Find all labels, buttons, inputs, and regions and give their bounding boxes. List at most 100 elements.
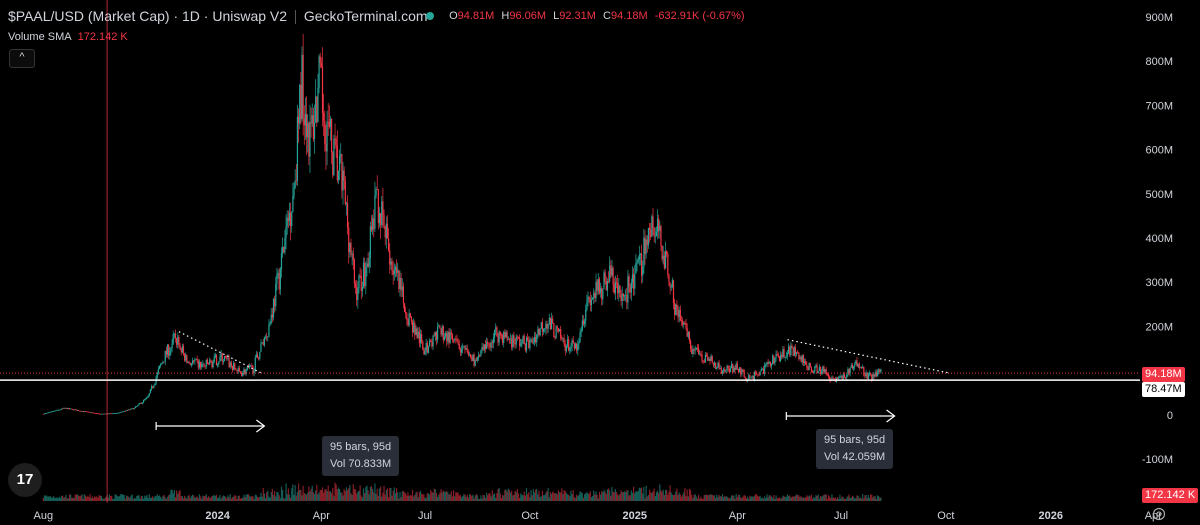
candle-body xyxy=(640,253,643,276)
candle-body xyxy=(497,336,499,343)
volume-bar xyxy=(274,491,276,501)
volume-bar xyxy=(215,494,218,501)
candle-body xyxy=(851,364,854,369)
volume-bar xyxy=(296,491,299,501)
volume-bar xyxy=(395,488,398,501)
candle-body xyxy=(674,303,676,315)
volume-bar xyxy=(770,496,773,501)
volume-bar xyxy=(54,497,56,501)
candle-body xyxy=(708,358,710,361)
candle-body xyxy=(617,283,619,294)
measure-arrow-head-1 xyxy=(256,419,266,433)
candle-body xyxy=(274,298,276,307)
volume-bar xyxy=(235,495,237,501)
volume-bar xyxy=(520,493,522,501)
candle-body xyxy=(156,372,158,378)
volume-bar xyxy=(254,494,256,501)
volume-bar xyxy=(628,495,630,501)
candle-body xyxy=(268,324,270,337)
volume-bar xyxy=(339,489,341,501)
volume-bar xyxy=(397,492,399,501)
candle-body xyxy=(289,212,292,227)
volume-bar xyxy=(162,495,164,501)
candle-body xyxy=(739,367,741,373)
volume-bar xyxy=(365,487,367,501)
volume-bar xyxy=(414,495,416,501)
candle-body xyxy=(179,345,181,349)
candle-body xyxy=(466,348,468,353)
candle-body xyxy=(266,336,268,338)
tradingview-logo-icon[interactable]: 17 xyxy=(8,463,42,497)
candle-body xyxy=(132,408,134,410)
volume-bar xyxy=(346,489,349,501)
candle-body xyxy=(262,342,264,345)
candle-body xyxy=(456,339,458,341)
volume-bar xyxy=(60,495,63,501)
candle-body xyxy=(295,180,297,182)
candle-body xyxy=(744,377,746,379)
candle-body xyxy=(305,114,308,138)
candle-body xyxy=(515,336,517,345)
volume-bar xyxy=(360,495,362,501)
volume-bar xyxy=(697,494,700,501)
candle-body xyxy=(498,331,500,343)
volume-bar xyxy=(115,494,117,501)
candle-body xyxy=(459,349,461,353)
volume-bar xyxy=(685,496,687,501)
candle-body xyxy=(172,334,174,344)
volume-bar xyxy=(104,498,106,501)
candle-body xyxy=(413,322,415,333)
volume-bar xyxy=(686,489,688,501)
candle-body xyxy=(142,399,145,403)
candle-body xyxy=(367,263,369,267)
volume-bar xyxy=(629,495,631,501)
collapse-legend-button[interactable]: ^ xyxy=(9,49,35,68)
volume-bar xyxy=(496,493,498,501)
candle-body xyxy=(275,283,277,307)
volume-bar xyxy=(818,498,820,501)
open-value: 94.81M xyxy=(457,10,495,22)
volume-bar xyxy=(362,488,365,501)
candle-body xyxy=(693,349,695,351)
volume-bar xyxy=(841,496,843,501)
candle-body xyxy=(152,386,154,388)
candle-body xyxy=(540,322,542,329)
candle-body xyxy=(596,281,598,291)
candle-body xyxy=(654,236,656,237)
candle-body xyxy=(552,318,554,324)
candle-body xyxy=(849,367,851,374)
volume-bar xyxy=(89,494,91,501)
volume-bar xyxy=(199,496,202,501)
candle-body xyxy=(450,332,452,335)
volume-bar xyxy=(270,492,272,501)
candle-body xyxy=(276,273,278,284)
volume-bar xyxy=(500,497,503,501)
y-tick-label: -100M xyxy=(1142,454,1173,466)
candle-body xyxy=(146,396,148,398)
volume-bar xyxy=(42,497,44,501)
volume-bar xyxy=(758,496,760,501)
candle-body xyxy=(556,326,558,329)
candle-body xyxy=(819,367,822,374)
close-value: 94.18M xyxy=(610,10,648,22)
candle-body xyxy=(728,368,730,373)
candle-body xyxy=(457,340,459,344)
candle-body xyxy=(610,265,612,276)
candle-body xyxy=(709,358,711,361)
candle-body xyxy=(131,408,133,410)
gear-icon[interactable] xyxy=(1152,507,1166,521)
volume-bar xyxy=(214,495,216,501)
candle-body xyxy=(637,259,639,263)
volume-bar xyxy=(203,496,205,501)
candle-body xyxy=(331,118,333,152)
symbol-title: $PAAL/USD (Market Cap) · 1D · Uniswap V2 xyxy=(8,8,288,24)
volume-bar xyxy=(694,494,696,501)
volume-bar xyxy=(560,492,562,501)
volume-bar xyxy=(103,498,105,501)
candle-body xyxy=(866,372,868,379)
volume-bar xyxy=(724,495,726,501)
candle-body xyxy=(700,354,702,355)
candle-body xyxy=(405,311,407,314)
measure-arrows-layer xyxy=(155,409,896,433)
